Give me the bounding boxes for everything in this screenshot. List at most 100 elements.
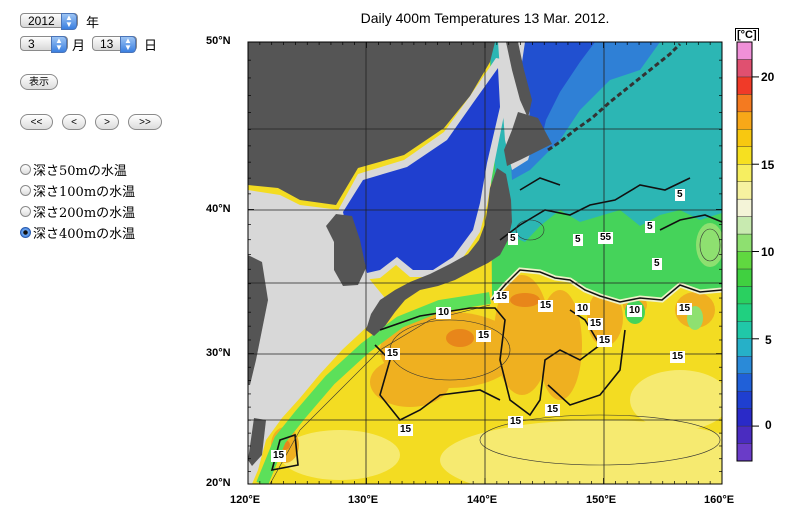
stepper-arrows-icon: ▲ ▼ xyxy=(51,36,67,53)
cool-yellow-area xyxy=(440,420,722,484)
year-value: 2012 xyxy=(28,14,55,28)
day-select[interactable]: 13 ▲ ▼ xyxy=(92,36,137,53)
colorbar-segment xyxy=(736,321,753,339)
lat-label: 50°N xyxy=(206,35,231,47)
colorbar-segment xyxy=(736,443,753,462)
lon-label: 160°E xyxy=(704,494,735,506)
depth-option-50m[interactable]: 深さ50mの水温 xyxy=(20,160,127,179)
lon-label: 120°E xyxy=(230,494,261,506)
month-value: 3 xyxy=(28,37,35,51)
china-coast xyxy=(248,255,268,385)
colorbar-segment xyxy=(736,408,753,427)
colorbar-tick-label: 15 xyxy=(761,158,775,172)
lon-label: 140°E xyxy=(467,494,498,506)
colorbar-segment xyxy=(736,164,753,182)
lat-label: 20°N xyxy=(206,477,231,489)
radio-button[interactable] xyxy=(20,206,31,217)
colorbar-segment xyxy=(736,181,753,200)
colorbar-tick-label: 0 xyxy=(765,418,772,432)
colorbar-segment xyxy=(736,390,753,409)
radio-button[interactable] xyxy=(20,164,31,175)
contour-label: 55 xyxy=(598,232,614,244)
colorbar-tick-label: 5 xyxy=(765,333,772,347)
stepper-arrows-icon: ▲ ▼ xyxy=(61,13,77,30)
front-contour xyxy=(491,269,722,303)
colorbar-segment xyxy=(736,268,753,287)
lon-label: 150°E xyxy=(586,494,617,506)
okhotsk-cold-water xyxy=(522,42,595,145)
map-title: Daily 400m Temperatures 13 Mar. 2012. xyxy=(360,10,610,26)
colorbar-segment xyxy=(736,129,753,147)
contour-label: 10 xyxy=(575,303,591,315)
colorbar-segment xyxy=(736,251,753,270)
land xyxy=(248,42,682,466)
stepper-arrows-icon: ▲ ▼ xyxy=(120,36,136,53)
radio-button[interactable] xyxy=(20,185,31,196)
colorbar-segment xyxy=(736,59,753,78)
last-button[interactable]: >> xyxy=(128,114,162,130)
contour-label: 10 xyxy=(627,305,643,317)
colorbar-segment xyxy=(736,286,753,305)
asia-mainland xyxy=(248,42,495,205)
day-unit: 日 xyxy=(144,38,158,53)
graticule xyxy=(248,42,722,484)
year-unit: 年 xyxy=(86,15,100,30)
axis-ticks xyxy=(247,41,723,485)
colorbar-tick-label: 20 xyxy=(761,70,775,84)
option-label: 深さ50mの水温 xyxy=(33,164,127,179)
contour-label: 15 xyxy=(508,416,524,428)
colorbar-segment xyxy=(736,76,753,95)
contour-label: 15 xyxy=(476,330,492,342)
next-button[interactable]: > xyxy=(95,114,119,130)
year-select[interactable]: 2012 ▲ ▼ xyxy=(20,13,78,30)
korea-peninsula xyxy=(326,214,366,286)
contour-label: 15 xyxy=(597,335,613,347)
contour-label: 10 xyxy=(436,307,452,319)
colorbar-segment xyxy=(736,303,753,322)
first-button[interactable]: << xyxy=(20,114,53,130)
colorbar-segment xyxy=(736,373,753,392)
colorbar-segment xyxy=(736,111,753,130)
contour-label: 15 xyxy=(588,318,604,330)
hokkaido xyxy=(504,112,552,166)
radio-button-selected[interactable] xyxy=(20,227,31,238)
lat-label: 40°N xyxy=(206,203,231,215)
contour-label: 15 xyxy=(677,303,693,315)
colorbar-segment xyxy=(736,338,753,357)
colorbar xyxy=(736,41,759,462)
show-button[interactable]: 表示 xyxy=(20,74,58,90)
contour-label: 5 xyxy=(645,221,655,233)
month-unit: 月 xyxy=(72,38,86,53)
day-value: 13 xyxy=(100,37,114,51)
prev-button[interactable]: < xyxy=(62,114,86,130)
colorbar-segment xyxy=(736,216,753,235)
lat-label: 30°N xyxy=(206,347,231,359)
contour-label: 15 xyxy=(494,291,510,303)
option-label: 深さ200mの水温 xyxy=(33,206,136,221)
contour-label: 5 xyxy=(508,233,518,245)
colorbar-tick-label: 10 xyxy=(761,245,775,259)
option-label: 深さ100mの水温 xyxy=(33,185,136,200)
sakhalin xyxy=(506,42,532,118)
colorbar-segment xyxy=(736,233,753,252)
coastal-green-strip xyxy=(256,292,491,484)
contour-label: 15 xyxy=(398,424,414,436)
kuril-islands xyxy=(547,42,682,152)
contour-label: 15 xyxy=(545,404,561,416)
colorbar-segment xyxy=(736,356,753,374)
contour-label: 15 xyxy=(271,450,287,462)
depth-option-200m[interactable]: 深さ200mの水温 xyxy=(20,202,135,221)
contour-label: 15 xyxy=(670,351,686,363)
depth-option-100m[interactable]: 深さ100mの水温 xyxy=(20,181,135,200)
colorbar-segment xyxy=(736,146,753,165)
depth-option-400m[interactable]: 深さ400mの水温 xyxy=(20,223,135,242)
contour-label: 5 xyxy=(652,258,662,270)
contour-label: 5 xyxy=(675,189,685,201)
option-label: 深さ400mの水温 xyxy=(33,227,136,242)
colorbar-segment xyxy=(736,425,753,444)
sea-of-japan-cold-water xyxy=(343,68,500,273)
colorbar-segment xyxy=(736,41,753,60)
month-select[interactable]: 3 ▲ ▼ xyxy=(20,36,68,53)
lon-label: 130°E xyxy=(348,494,379,506)
